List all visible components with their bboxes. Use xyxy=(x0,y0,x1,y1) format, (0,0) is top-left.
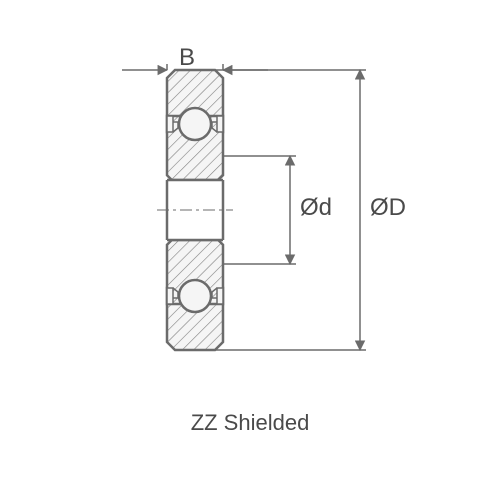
svg-text:B: B xyxy=(179,44,195,71)
svg-text:ØD: ØD xyxy=(370,194,406,221)
caption-text: ZZ Shielded xyxy=(0,410,500,436)
svg-text:Ød: Ød xyxy=(300,194,332,221)
diagram-canvas: B Ød ØD ZZ Shielded xyxy=(0,0,500,500)
